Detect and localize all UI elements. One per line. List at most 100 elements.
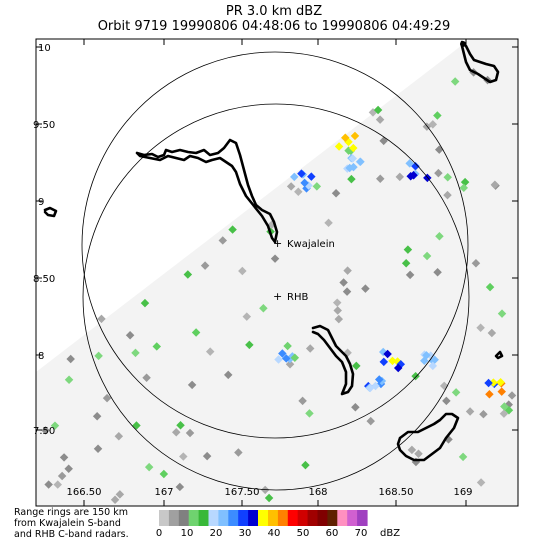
echo-pixel <box>350 131 360 141</box>
colorbar-swatch <box>248 510 259 526</box>
echo-pixel <box>282 354 291 363</box>
echo-pixel <box>411 162 420 171</box>
echo-pixel <box>375 375 384 384</box>
echo-pixel <box>434 168 443 178</box>
echo-pixel <box>259 303 268 313</box>
echo-pixel <box>343 266 352 275</box>
echo-pixel <box>290 353 300 363</box>
echo-pixel <box>459 183 469 193</box>
colorbar-swatch <box>317 510 328 526</box>
site-label: RHB <box>287 292 308 303</box>
colorbar-labels: 0 10 20 30 40 50 60 70 dBZ <box>156 528 400 539</box>
echo-pixel <box>297 169 306 178</box>
colorbar-swatch <box>347 510 358 526</box>
echo-pixel <box>375 115 385 124</box>
echo-pixel <box>451 388 461 397</box>
echo-pixel <box>92 411 102 421</box>
echo-pixel <box>479 409 488 419</box>
echo-pixel <box>388 356 397 366</box>
echo-pixel <box>411 371 420 381</box>
echo-pixel <box>66 354 75 364</box>
footnote-line-2: from Kwajalein S-band <box>14 518 121 529</box>
echo-pixel <box>366 416 375 426</box>
colorbar-swatch <box>277 510 289 526</box>
lat-label-7.5: 7.50 <box>33 426 55 437</box>
echo-pixel <box>334 142 344 151</box>
echo-pixel <box>94 351 103 361</box>
echo-pixel <box>312 182 322 191</box>
plus-icon: + <box>273 237 282 250</box>
echo-pixel <box>352 361 361 371</box>
lae-atoll-coast <box>311 324 355 396</box>
echo-pixel <box>286 182 296 191</box>
echo-pixel <box>428 361 438 371</box>
echo-pixel <box>403 245 413 254</box>
echo-pixel <box>191 328 201 337</box>
echo-pixel <box>144 462 154 472</box>
colorbar-swatch <box>208 510 219 526</box>
colorbar-tick: 10 <box>181 528 194 539</box>
lon-label-169: 169 <box>453 487 472 498</box>
echo-pixel <box>407 445 417 455</box>
footnote-line-1: Range rings are 150 km <box>14 507 128 518</box>
echo-pixel <box>443 173 452 182</box>
colorbar-tick: 30 <box>239 528 252 539</box>
dbz-colorbar <box>159 510 368 526</box>
echo-pixel <box>93 444 103 453</box>
islet-marker <box>460 41 466 47</box>
echo-pixel <box>458 452 468 462</box>
echo-pixel <box>185 428 195 438</box>
echo-pixel <box>270 254 280 263</box>
echo-pixel <box>414 449 423 459</box>
kwajalein-site: + Kwajalein <box>273 237 335 250</box>
echo-pixel <box>507 391 517 400</box>
colorbar-tick: 20 <box>210 528 223 539</box>
echo-pixel <box>476 323 485 333</box>
lat-label-9.5: 9.50 <box>33 120 55 131</box>
echo-pixel <box>301 460 310 470</box>
namu-atoll-coast <box>396 412 460 462</box>
echo-pixel <box>405 159 414 168</box>
echo-pixel <box>324 218 333 228</box>
echo-pixel <box>274 355 283 364</box>
echo-pixel <box>393 363 403 373</box>
atoll-coastlines <box>43 40 504 462</box>
echo-pixel <box>500 402 509 411</box>
echo-pixel <box>471 259 481 268</box>
echo-pixel <box>365 383 375 393</box>
kwajalein-atoll-coast <box>135 138 279 244</box>
echo-pixel <box>332 298 342 307</box>
echo-pixel <box>298 396 307 406</box>
colorbar-swatch <box>178 510 190 526</box>
echo-pixel <box>342 287 352 296</box>
echo-pixel <box>110 495 120 505</box>
lat-label-10: 10 <box>38 43 51 54</box>
echo-pixel <box>497 387 506 396</box>
lat-label-8: 8 <box>38 351 44 362</box>
echo-pixel <box>405 270 415 280</box>
echo-pixel <box>379 357 389 367</box>
echo-pixel <box>345 163 354 173</box>
echo-pixel <box>433 111 442 120</box>
echo-pixel <box>443 190 452 200</box>
echo-pixel <box>489 378 498 387</box>
echo-pixel <box>376 174 385 184</box>
echo-pixel <box>450 77 460 86</box>
echo-pixel <box>341 133 350 143</box>
colorbar-tick: 50 <box>297 528 310 539</box>
echo-pixel <box>351 402 360 412</box>
colorbar-swatch <box>268 510 279 526</box>
echo-pixel <box>238 266 247 276</box>
echo-pixel <box>53 480 62 489</box>
echo-pixel <box>64 464 73 474</box>
footnote-line-3: and RHB C-band radars. <box>14 529 129 540</box>
echo-pixel <box>348 154 358 163</box>
map-title: PR 3.0 km dBZ <box>225 4 323 19</box>
echo-pixel <box>300 178 309 188</box>
echo-pixel <box>395 172 405 182</box>
echo-pixel <box>290 172 299 182</box>
echo-pixel <box>187 380 197 390</box>
echo-pixel <box>499 409 509 418</box>
echo-pixel <box>57 471 67 481</box>
lat-label-9: 9 <box>38 197 44 208</box>
